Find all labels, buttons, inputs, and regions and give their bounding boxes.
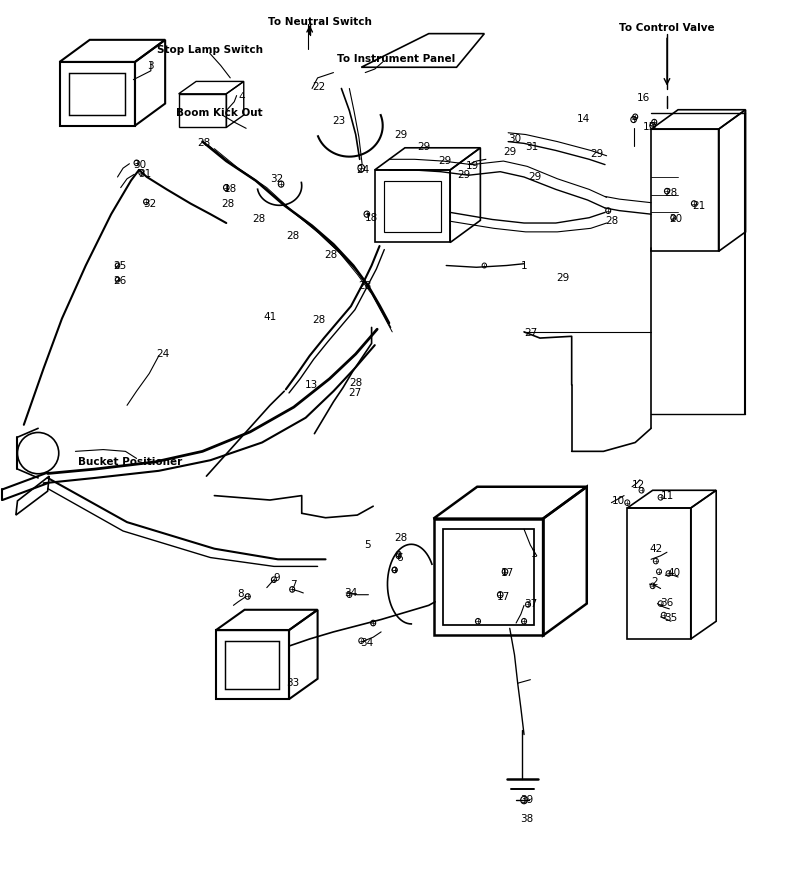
- Text: 28: 28: [394, 533, 407, 543]
- Text: 29: 29: [528, 172, 542, 182]
- Text: 30: 30: [133, 159, 147, 170]
- Text: 28: 28: [312, 315, 326, 326]
- Text: 28: 28: [222, 198, 235, 209]
- Text: 33: 33: [286, 678, 299, 689]
- Text: 36: 36: [660, 597, 673, 608]
- Text: 11: 11: [661, 490, 674, 501]
- Text: 42: 42: [649, 543, 663, 554]
- Text: 28: 28: [664, 188, 677, 198]
- Text: 5: 5: [364, 540, 371, 550]
- Text: To Control Valve: To Control Valve: [619, 23, 715, 34]
- Text: 39: 39: [520, 795, 534, 805]
- Text: 18: 18: [224, 184, 237, 195]
- Text: 17: 17: [497, 592, 511, 603]
- Text: 12: 12: [632, 480, 646, 490]
- Text: 28: 28: [197, 138, 210, 149]
- Text: 15: 15: [643, 122, 657, 133]
- Text: 41: 41: [264, 312, 277, 322]
- Text: Stop Lamp Switch: Stop Lamp Switch: [157, 44, 264, 55]
- Text: 1: 1: [531, 549, 538, 559]
- Text: 29: 29: [394, 129, 407, 140]
- Text: 22: 22: [312, 81, 326, 92]
- Text: 29: 29: [590, 149, 603, 159]
- Text: 17: 17: [501, 568, 515, 579]
- Text: 8: 8: [237, 589, 244, 599]
- Text: 38: 38: [520, 813, 534, 824]
- Text: 27: 27: [524, 327, 538, 338]
- Text: 10: 10: [611, 496, 625, 506]
- Text: 30: 30: [508, 134, 522, 144]
- Text: 31: 31: [525, 142, 538, 152]
- Text: 26: 26: [114, 275, 127, 286]
- Text: 27: 27: [348, 388, 361, 398]
- Text: 24: 24: [156, 349, 170, 359]
- Text: 24: 24: [357, 165, 370, 175]
- Text: 31: 31: [138, 169, 152, 180]
- Text: 21: 21: [692, 201, 706, 212]
- Text: 32: 32: [270, 173, 283, 184]
- Text: 28: 28: [252, 213, 266, 224]
- Text: 14: 14: [577, 113, 591, 124]
- Text: Boom Kick Out: Boom Kick Out: [176, 108, 263, 119]
- Text: 28: 28: [358, 281, 372, 291]
- Text: 37: 37: [524, 598, 538, 609]
- Text: 34: 34: [360, 638, 374, 649]
- Text: 20: 20: [669, 214, 683, 225]
- Text: To Instrument Panel: To Instrument Panel: [337, 54, 456, 65]
- Text: 23: 23: [332, 116, 345, 127]
- Text: 34: 34: [345, 588, 358, 598]
- Text: Bucket Positioner: Bucket Positioner: [78, 457, 182, 467]
- Text: 28: 28: [605, 216, 619, 227]
- Text: 13: 13: [305, 380, 318, 390]
- Text: 7: 7: [290, 580, 296, 590]
- Text: 32: 32: [143, 198, 156, 209]
- Text: 29: 29: [556, 273, 569, 283]
- Text: 9: 9: [273, 573, 279, 583]
- Text: 28: 28: [324, 250, 337, 260]
- Text: To Neutral Switch: To Neutral Switch: [268, 17, 372, 27]
- Text: 18: 18: [364, 212, 378, 223]
- Text: 28: 28: [286, 231, 299, 242]
- Text: 29: 29: [457, 170, 471, 181]
- Text: 28: 28: [349, 378, 363, 389]
- Text: 29: 29: [418, 142, 431, 152]
- Text: 3: 3: [147, 61, 153, 72]
- Text: 2: 2: [651, 577, 657, 588]
- Text: 19: 19: [466, 161, 480, 172]
- Text: 29: 29: [438, 156, 452, 166]
- Text: 40: 40: [668, 567, 681, 578]
- Text: 25: 25: [114, 260, 127, 271]
- Text: 1: 1: [521, 261, 527, 272]
- Text: 16: 16: [637, 93, 650, 104]
- Text: 35: 35: [664, 612, 677, 623]
- Text: 6: 6: [396, 553, 403, 564]
- Text: 29: 29: [503, 147, 517, 158]
- Text: 4: 4: [238, 92, 245, 103]
